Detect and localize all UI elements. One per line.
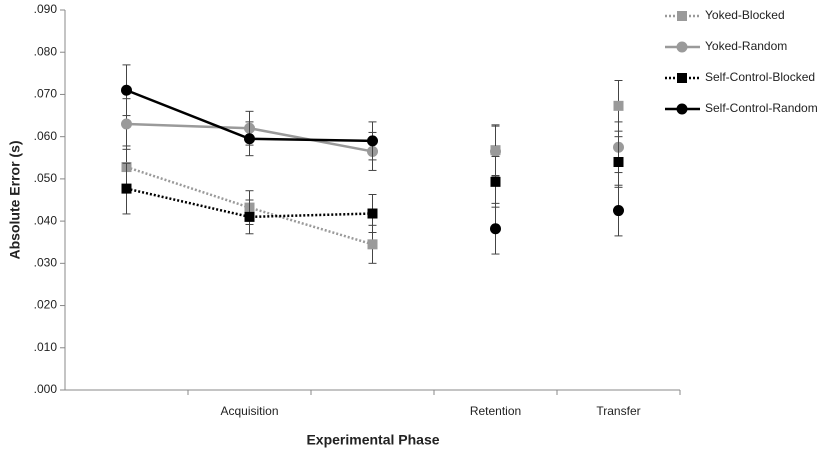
marker [244,211,255,222]
x-tick-label: Transfer [596,404,640,418]
y-tick-label: .090 [34,2,58,16]
marker [121,84,132,96]
x-tick-label: Acquisition [220,404,278,418]
y-tick-label: .010 [34,340,58,354]
marker [490,176,501,187]
y-tick-label: .050 [34,171,58,185]
y-tick-label: .070 [34,87,58,101]
marker [613,157,624,167]
legend-marker [677,73,687,83]
y-tick-label: .000 [34,382,58,396]
legend-label: Yoked-Random [705,39,787,53]
x-axis-label: Experimental Phase [306,432,439,448]
legend-label: Self-Control-Blocked [705,70,815,84]
marker [613,205,624,217]
marker [121,183,132,194]
legend-label: Yoked-Blocked [705,8,785,22]
marker [613,100,624,111]
legend-marker [676,103,688,115]
marker [367,239,378,250]
marker [367,208,378,219]
y-tick-label: .080 [34,44,58,58]
y-axis-label: Absolute Error (s) [7,140,23,259]
series-line [126,187,373,219]
marker [490,223,501,235]
y-tick-label: .030 [34,256,58,270]
legend-label: Self-Control-Random [705,101,818,115]
marker [121,118,132,130]
x-tick-label: Retention [470,404,521,418]
marker [490,145,501,157]
y-tick-label: .040 [34,213,58,227]
marker [244,133,255,145]
y-tick-label: .020 [34,298,58,312]
legend-marker [677,11,687,21]
legend-marker [676,41,688,53]
marker [367,135,378,147]
y-tick-label: .060 [34,129,58,143]
